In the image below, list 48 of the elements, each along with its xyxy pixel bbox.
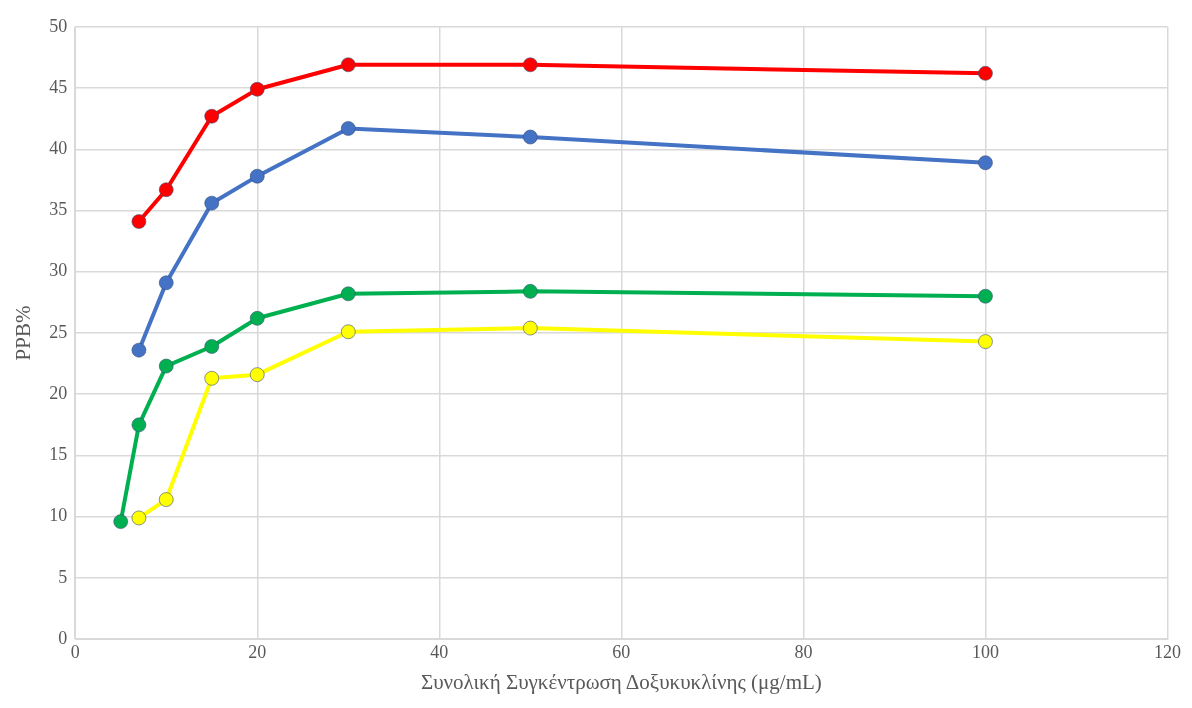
point — [249, 310, 265, 326]
point — [158, 358, 174, 374]
point — [131, 510, 147, 526]
point — [340, 120, 356, 136]
point — [522, 320, 538, 336]
x-axis-title: Συνολική Συγκέντρωση Δοξυκυκλίνης (μg/mL) — [420, 669, 822, 694]
point — [204, 195, 220, 211]
x-tick-label: 100 — [971, 641, 999, 662]
x-tick-label: 60 — [612, 641, 631, 662]
y-tick-label: 45 — [49, 76, 68, 97]
point — [158, 492, 174, 508]
y-tick-label: 10 — [49, 505, 68, 526]
point — [158, 182, 174, 198]
y-tick-label: 25 — [49, 321, 68, 342]
point — [340, 57, 356, 73]
point — [131, 342, 147, 358]
point — [522, 129, 538, 145]
x-tick-label: 20 — [248, 641, 267, 662]
point — [204, 108, 220, 124]
point — [131, 214, 147, 230]
point — [158, 275, 174, 291]
point — [977, 334, 993, 350]
y-tick-label: 50 — [49, 15, 68, 36]
point — [977, 65, 993, 81]
y-tick-label: 30 — [49, 260, 68, 281]
point — [249, 367, 265, 383]
point — [522, 57, 538, 73]
point — [249, 81, 265, 97]
point — [204, 370, 220, 386]
point — [131, 417, 147, 433]
point — [977, 288, 993, 304]
y-tick-label: 5 — [58, 566, 68, 587]
y-tick-label: 0 — [58, 627, 68, 648]
point — [204, 338, 220, 354]
y-tick-label: 40 — [49, 138, 68, 159]
point — [113, 514, 129, 530]
point — [340, 286, 356, 302]
x-tick-label: 40 — [430, 641, 449, 662]
y-axis-title: PPB% — [11, 305, 36, 361]
point — [340, 324, 356, 340]
y-tick-label: 20 — [49, 382, 68, 403]
y-tick-label: 15 — [49, 444, 68, 465]
x-tick-label: 80 — [794, 641, 813, 662]
x-tick-label: 120 — [1154, 641, 1181, 662]
y-tick-label: 35 — [49, 199, 68, 220]
point — [977, 155, 993, 171]
point — [522, 283, 538, 299]
point — [249, 168, 265, 184]
